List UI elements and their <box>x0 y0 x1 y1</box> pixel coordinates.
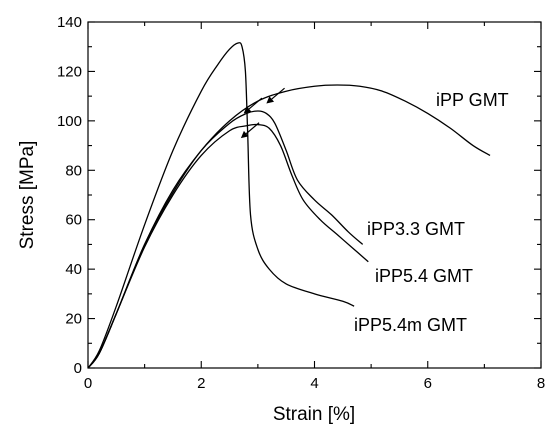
arrow-annotation <box>243 97 263 114</box>
x-tick-label: 8 <box>537 375 545 392</box>
annotation-arrows <box>240 87 285 139</box>
y-axis-title: Stress [MPa] <box>17 141 38 250</box>
series-line-ipp5-4m-gmt <box>87 42 355 369</box>
y-tick-label: 0 <box>74 360 82 377</box>
series-line-ipp3-3-gmt <box>87 110 364 369</box>
series-labels: iPP GMT iPP3.3 GMT iPP5.4 GMT iPP5.4m GM… <box>354 90 509 335</box>
series-label-ipp54m-gmt: iPP5.4m GMT <box>354 315 467 335</box>
x-tick-label: 4 <box>310 375 318 392</box>
series-label-ipp54-gmt: iPP5.4 GMT <box>375 266 473 286</box>
y-tick-label: 140 <box>57 14 82 31</box>
y-tick-label: 20 <box>65 311 82 328</box>
x-tick-label: 2 <box>197 375 205 392</box>
y-tick-label: 40 <box>65 261 82 278</box>
y-tick-label: 120 <box>57 63 82 80</box>
x-tick-label: 0 <box>84 375 92 392</box>
x-tick-label: 6 <box>424 375 432 392</box>
x-axis-title: Strain [%] <box>273 404 355 425</box>
axis-ticks <box>87 21 542 369</box>
series-line-ipp5-4-gmt <box>87 123 369 369</box>
series-label-ipp-gmt: iPP GMT <box>436 90 509 110</box>
y-tick-label: 60 <box>65 212 82 229</box>
y-tick-label: 100 <box>57 113 82 130</box>
series-label-ipp33-gmt: iPP3.3 GMT <box>367 219 465 239</box>
arrow-annotation <box>266 87 285 104</box>
y-tick-label: 80 <box>65 162 82 179</box>
arrow-annotation <box>240 122 260 139</box>
